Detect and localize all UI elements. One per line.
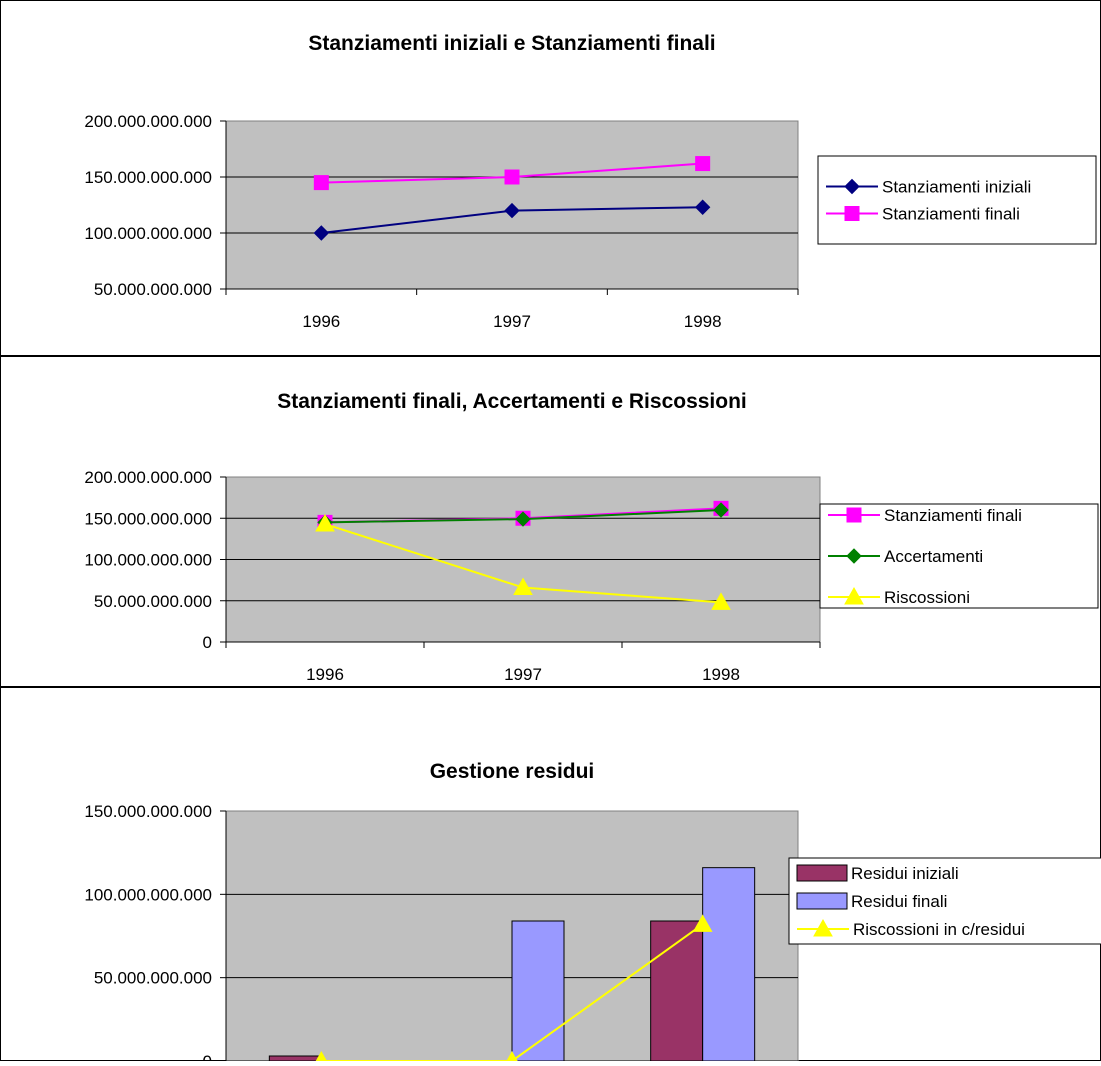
y-tick-label: 150.000.000.000	[84, 802, 212, 821]
y-tick-label: 100.000.000.000	[84, 551, 212, 570]
legend-label: Residui iniziali	[851, 864, 959, 883]
y-tick-label: 100.000.000.000	[84, 885, 212, 904]
chart-title: Stanziamenti finali, Accertamenti e Risc…	[277, 390, 747, 413]
legend-box	[818, 156, 1096, 244]
legend-label: Accertamenti	[884, 547, 983, 566]
data-point-2-1996	[314, 176, 328, 190]
y-tick-label: 200.000.000.000	[84, 112, 212, 131]
chart-panel-2: Stanziamenti finali, Accertamenti e Risc…	[1, 357, 1101, 687]
legend-label: Riscossioni	[884, 588, 970, 607]
bar-2-1997	[512, 921, 564, 1061]
x-tick-label: 1998	[702, 665, 740, 684]
chart-panel-3: Gestione residui 0 50.000.000.000 100.000.0…	[1, 688, 1101, 1062]
x-tick-label: 1996	[306, 665, 344, 684]
y-tick-label: 50.000.000.000	[94, 592, 212, 611]
x-tick-label: 1996	[302, 312, 340, 331]
legend: Residui iniziali Residui finali Riscossion…	[789, 858, 1101, 944]
legend-swatch	[797, 865, 847, 881]
data-point-2-1998	[696, 157, 710, 171]
bar-2-1998	[703, 868, 755, 1061]
legend-label: Stanziamenti iniziali	[882, 178, 1031, 197]
x-tick-label: 1997	[504, 665, 542, 684]
x-tick-label: 1998	[684, 312, 722, 331]
y-tick-label: 50.000.000.000	[94, 969, 212, 988]
bar-1-1996	[269, 1056, 321, 1061]
legend-marker	[845, 207, 859, 221]
chart-title: Gestione residui	[430, 760, 595, 783]
y-tick-label: 200.000.000.000	[84, 468, 212, 487]
y-tick-label: 100.000.000.000	[84, 224, 212, 243]
y-tick-label: 150.000.000.000	[84, 509, 212, 528]
data-point-2-1997	[505, 170, 519, 184]
legend-marker	[847, 508, 861, 522]
x-tick-label: 1997	[493, 312, 531, 331]
y-tick-label: 0	[203, 633, 212, 652]
legend-label: Stanziamenti finali	[882, 205, 1020, 224]
y-tick-label: 150.000.000.000	[84, 168, 212, 187]
legend-swatch	[797, 893, 847, 909]
chart-title: Stanziamenti iniziali e Stanziamenti fin…	[308, 32, 715, 55]
legend-label: Residui finali	[851, 892, 947, 911]
legend: Stanziamenti iniziali Stanziamenti finali	[818, 156, 1096, 244]
y-tick-label: 0	[203, 1052, 212, 1061]
chart-panel-1: Stanziamenti iniziali e Stanziamenti fin…	[1, 1, 1101, 356]
legend-label: Riscossioni in c/residui	[853, 920, 1025, 939]
legend-label: Stanziamenti finali	[884, 506, 1022, 525]
y-tick-label: 50.000.000.000	[94, 280, 212, 299]
legend: Stanziamenti finali Accertamenti Riscossio…	[820, 504, 1098, 608]
